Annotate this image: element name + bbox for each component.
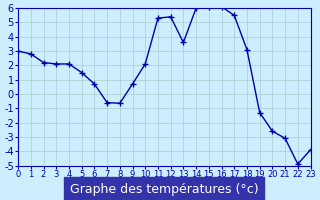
- X-axis label: Graphe des températures (°c): Graphe des températures (°c): [70, 183, 259, 196]
